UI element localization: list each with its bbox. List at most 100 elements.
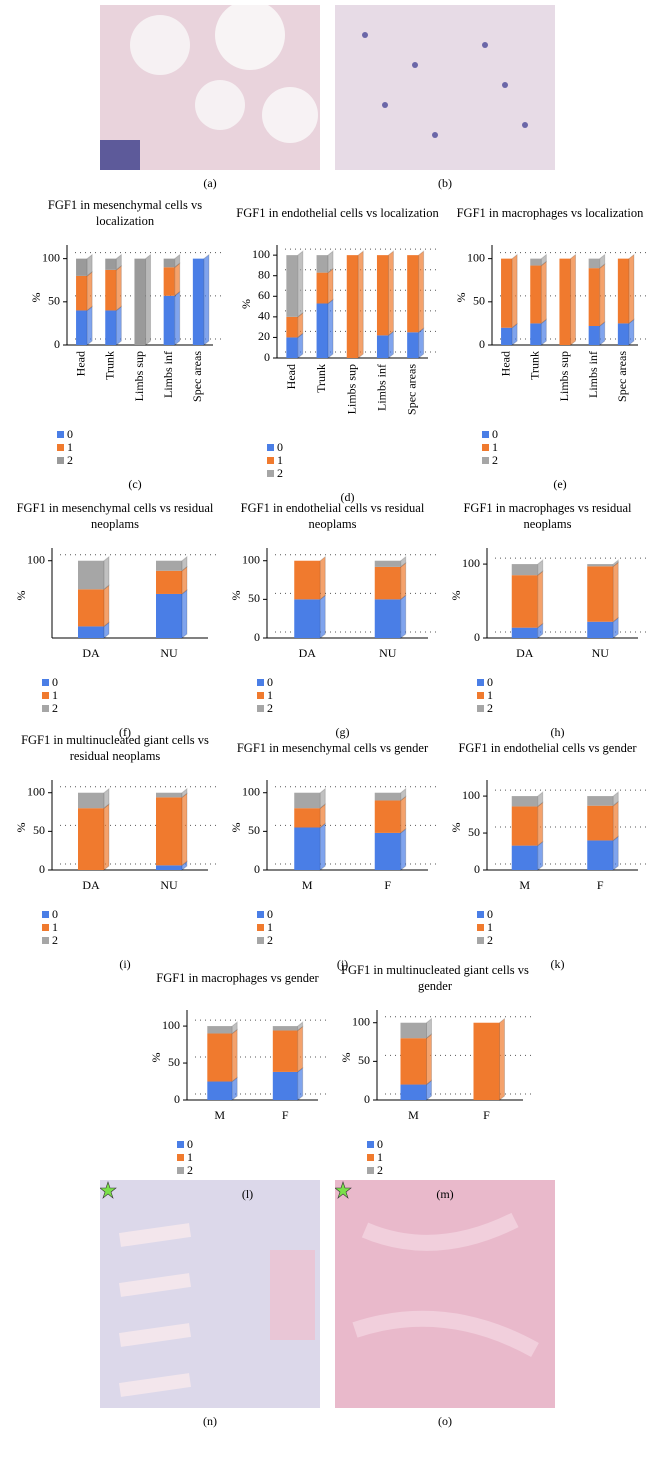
bar-segment-side bbox=[181, 565, 188, 595]
bar-segment bbox=[617, 323, 629, 345]
bar-segment bbox=[286, 255, 298, 317]
bar-segment bbox=[207, 1033, 233, 1082]
panel-label: (c) bbox=[128, 477, 141, 491]
bar-segment-side bbox=[387, 250, 394, 337]
legend-label: 0 bbox=[487, 675, 493, 689]
y-tick-label: 0 bbox=[39, 862, 45, 876]
panel-label: (l) bbox=[242, 1187, 253, 1201]
bar-segment-side bbox=[297, 311, 304, 339]
x-tick-label: Trunk bbox=[314, 364, 328, 393]
legend-swatch bbox=[267, 444, 274, 451]
bar-segment-side bbox=[319, 555, 326, 601]
bar-segment bbox=[617, 258, 629, 324]
bar-segment bbox=[294, 599, 321, 638]
bar-segment bbox=[192, 258, 204, 345]
bar-segment-side bbox=[297, 1066, 304, 1102]
bar-segment bbox=[207, 1081, 233, 1100]
y-tick-label: 100 bbox=[252, 247, 270, 261]
chart-panel: FGF1 in multinucleated giant cells vs re… bbox=[10, 725, 220, 980]
bar-segment-side bbox=[628, 253, 635, 325]
legend-swatch bbox=[42, 911, 49, 918]
chart: % 0 50 100 Head Trunk Limbs sup Limbs inf Spec a… bbox=[29, 245, 221, 491]
panel-label: (o) bbox=[438, 1414, 452, 1428]
bar-segment-side bbox=[400, 787, 407, 802]
bar-segment-side bbox=[174, 262, 181, 297]
y-tick-label: 100 bbox=[27, 552, 45, 566]
bar-segment-side bbox=[115, 264, 122, 312]
panel-label: (g) bbox=[336, 725, 350, 739]
bar-segment bbox=[511, 845, 538, 870]
bar-segment bbox=[207, 1026, 233, 1034]
legend-label: 2 bbox=[277, 466, 283, 480]
bar-segment bbox=[78, 560, 104, 590]
bar-segment bbox=[78, 589, 104, 627]
y-axis-label: % bbox=[339, 1053, 353, 1063]
bar-segment bbox=[105, 269, 117, 311]
panel-label: (m) bbox=[436, 1187, 453, 1201]
bar-segment bbox=[587, 564, 614, 567]
legend-swatch bbox=[42, 705, 49, 712]
chart: % 0 50 100 Head Trunk Limbs sup Limbs inf Spec a… bbox=[454, 245, 646, 491]
x-tick-label: Trunk bbox=[103, 351, 117, 380]
legend-label: 1 bbox=[487, 920, 493, 934]
bar-segment-side bbox=[181, 588, 188, 640]
y-axis-label: % bbox=[449, 823, 463, 833]
y-axis-label: % bbox=[239, 299, 253, 309]
bar-segment-side bbox=[319, 594, 326, 640]
y-tick-label: 50 bbox=[473, 294, 485, 308]
chart-panel: FGF1 in endothelial cells vs localizatio… bbox=[235, 190, 440, 513]
bar-segment bbox=[407, 332, 419, 358]
bar-segment bbox=[272, 1071, 298, 1100]
legend-label: 1 bbox=[267, 920, 273, 934]
bar-segment bbox=[272, 1026, 298, 1031]
bar-segment bbox=[511, 796, 538, 807]
x-tick-label: DA bbox=[82, 646, 100, 660]
x-tick-label: Limbs inf bbox=[161, 351, 175, 398]
legend-swatch bbox=[477, 911, 484, 918]
bar-segment bbox=[511, 806, 538, 846]
chart-panel: FGF1 in endothelial cells vs residual ne… bbox=[225, 493, 440, 748]
legend-swatch bbox=[257, 911, 264, 918]
x-tick-label: DA bbox=[516, 646, 534, 660]
bar-segment bbox=[587, 840, 614, 870]
bar-segment bbox=[78, 792, 104, 809]
x-tick-label: Head bbox=[498, 351, 512, 376]
bar-segment-side bbox=[297, 332, 304, 360]
bar-segment-side bbox=[231, 1028, 238, 1083]
bar-segment bbox=[105, 258, 117, 270]
legend-label: 0 bbox=[52, 907, 58, 921]
legend-swatch bbox=[477, 679, 484, 686]
panel-label: (h) bbox=[551, 725, 565, 739]
bar-segment-side bbox=[181, 555, 188, 572]
panel-label: (f) bbox=[119, 725, 131, 739]
bar-segment bbox=[400, 1022, 427, 1039]
bar-segment-side bbox=[86, 270, 93, 312]
chart-title: FGF1 in macrophages vs residual neoplams bbox=[463, 500, 632, 531]
legend-label: 2 bbox=[487, 933, 493, 947]
bar-segment-side bbox=[327, 298, 334, 360]
bar-segment bbox=[376, 255, 389, 336]
legend-label: 0 bbox=[67, 427, 73, 441]
legend-label: 0 bbox=[277, 440, 283, 454]
x-tick-label: DA bbox=[299, 646, 317, 660]
chart-panel: FGF1 in mesenchymal cells vs residual ne… bbox=[10, 493, 220, 748]
legend-label: 0 bbox=[377, 1137, 383, 1151]
x-tick-label: F bbox=[282, 1108, 289, 1122]
bar-segment-side bbox=[103, 803, 110, 872]
x-tick-label: F bbox=[597, 878, 604, 892]
legend-swatch bbox=[267, 470, 274, 477]
x-tick-label: M bbox=[519, 878, 530, 892]
bar-segment-side bbox=[231, 1021, 238, 1035]
bar-segment bbox=[76, 310, 88, 345]
panel-label: (k) bbox=[551, 957, 565, 971]
legend-swatch bbox=[257, 692, 264, 699]
bar-segment bbox=[272, 1030, 298, 1072]
bar-segment bbox=[316, 272, 329, 304]
y-tick-label: 60 bbox=[258, 288, 270, 302]
bar-segment-side bbox=[400, 827, 407, 872]
bar-segment-side bbox=[174, 253, 181, 269]
legend-label: 2 bbox=[377, 1163, 383, 1177]
